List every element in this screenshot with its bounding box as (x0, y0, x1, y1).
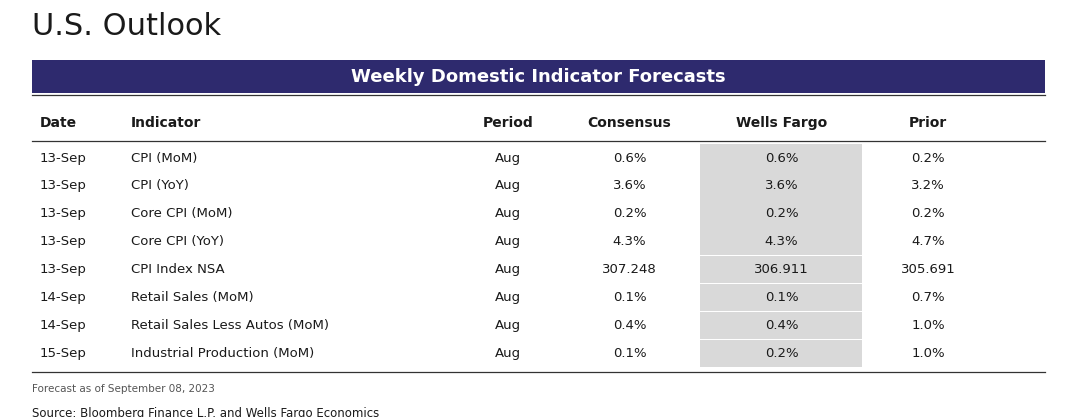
Text: 0.7%: 0.7% (911, 291, 946, 304)
Text: 0.1%: 0.1% (765, 291, 798, 304)
Text: 305.691: 305.691 (900, 264, 955, 276)
Text: 0.4%: 0.4% (613, 319, 646, 332)
Text: 0.2%: 0.2% (613, 207, 646, 221)
FancyBboxPatch shape (700, 312, 863, 339)
Text: Aug: Aug (495, 179, 521, 193)
Text: 0.4%: 0.4% (765, 319, 798, 332)
FancyBboxPatch shape (700, 172, 863, 200)
FancyBboxPatch shape (700, 144, 863, 172)
Text: Core CPI (MoM): Core CPI (MoM) (131, 207, 233, 221)
Text: 0.2%: 0.2% (765, 207, 798, 221)
Text: Aug: Aug (495, 347, 521, 360)
Text: Period: Period (482, 116, 533, 131)
Text: 13-Sep: 13-Sep (40, 235, 87, 249)
Text: Aug: Aug (495, 319, 521, 332)
FancyBboxPatch shape (700, 228, 863, 256)
Text: 0.2%: 0.2% (765, 347, 798, 360)
Text: 0.2%: 0.2% (911, 207, 946, 221)
Text: 13-Sep: 13-Sep (40, 151, 87, 165)
Text: Weekly Domestic Indicator Forecasts: Weekly Domestic Indicator Forecasts (351, 68, 726, 85)
Text: Aug: Aug (495, 207, 521, 221)
Text: 307.248: 307.248 (602, 264, 657, 276)
Text: 1.0%: 1.0% (911, 319, 946, 332)
Text: 14-Sep: 14-Sep (40, 319, 86, 332)
Text: Core CPI (YoY): Core CPI (YoY) (131, 235, 224, 249)
Text: 0.6%: 0.6% (613, 151, 646, 165)
FancyBboxPatch shape (700, 200, 863, 228)
Text: Date: Date (40, 116, 76, 131)
Text: 4.3%: 4.3% (765, 235, 798, 249)
FancyBboxPatch shape (700, 256, 863, 284)
Text: 4.7%: 4.7% (911, 235, 946, 249)
Text: 0.2%: 0.2% (911, 151, 946, 165)
Text: 3.6%: 3.6% (613, 179, 646, 193)
Text: 4.3%: 4.3% (613, 235, 646, 249)
Text: 13-Sep: 13-Sep (40, 179, 87, 193)
Text: Source: Bloomberg Finance L.P. and Wells Fargo Economics: Source: Bloomberg Finance L.P. and Wells… (32, 407, 379, 417)
Text: 3.6%: 3.6% (765, 179, 798, 193)
Text: Aug: Aug (495, 151, 521, 165)
Text: U.S. Outlook: U.S. Outlook (32, 12, 222, 40)
Text: 15-Sep: 15-Sep (40, 347, 87, 360)
Text: Wells Fargo: Wells Fargo (736, 116, 827, 131)
Text: Forecast as of September 08, 2023: Forecast as of September 08, 2023 (32, 384, 215, 394)
Text: 13-Sep: 13-Sep (40, 207, 87, 221)
Text: 3.2%: 3.2% (911, 179, 946, 193)
Text: Retail Sales Less Autos (MoM): Retail Sales Less Autos (MoM) (131, 319, 328, 332)
Text: 0.6%: 0.6% (765, 151, 798, 165)
Text: 1.0%: 1.0% (911, 347, 946, 360)
Text: CPI (MoM): CPI (MoM) (131, 151, 197, 165)
Text: 0.1%: 0.1% (613, 347, 646, 360)
Text: 0.1%: 0.1% (613, 291, 646, 304)
Text: CPI (YoY): CPI (YoY) (131, 179, 188, 193)
Text: Indicator: Indicator (131, 116, 201, 131)
Text: Aug: Aug (495, 235, 521, 249)
Text: Aug: Aug (495, 291, 521, 304)
Text: CPI Index NSA: CPI Index NSA (131, 264, 225, 276)
Text: Consensus: Consensus (588, 116, 671, 131)
Text: 14-Sep: 14-Sep (40, 291, 86, 304)
Text: Industrial Production (MoM): Industrial Production (MoM) (131, 347, 314, 360)
FancyBboxPatch shape (32, 60, 1045, 93)
Text: Aug: Aug (495, 264, 521, 276)
Text: 13-Sep: 13-Sep (40, 264, 87, 276)
FancyBboxPatch shape (700, 340, 863, 367)
Text: Retail Sales (MoM): Retail Sales (MoM) (131, 291, 253, 304)
Text: Prior: Prior (909, 116, 948, 131)
Text: 306.911: 306.911 (754, 264, 809, 276)
FancyBboxPatch shape (700, 284, 863, 311)
